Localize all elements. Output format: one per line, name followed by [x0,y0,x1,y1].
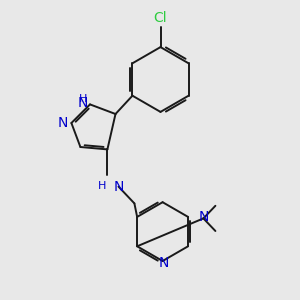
Text: N: N [57,116,68,130]
Text: N: N [198,210,208,224]
Text: N: N [77,96,88,110]
Text: N: N [113,180,124,194]
Text: N: N [159,256,169,270]
Text: Cl: Cl [154,11,167,25]
Text: H: H [79,94,88,104]
Text: H: H [98,181,106,191]
